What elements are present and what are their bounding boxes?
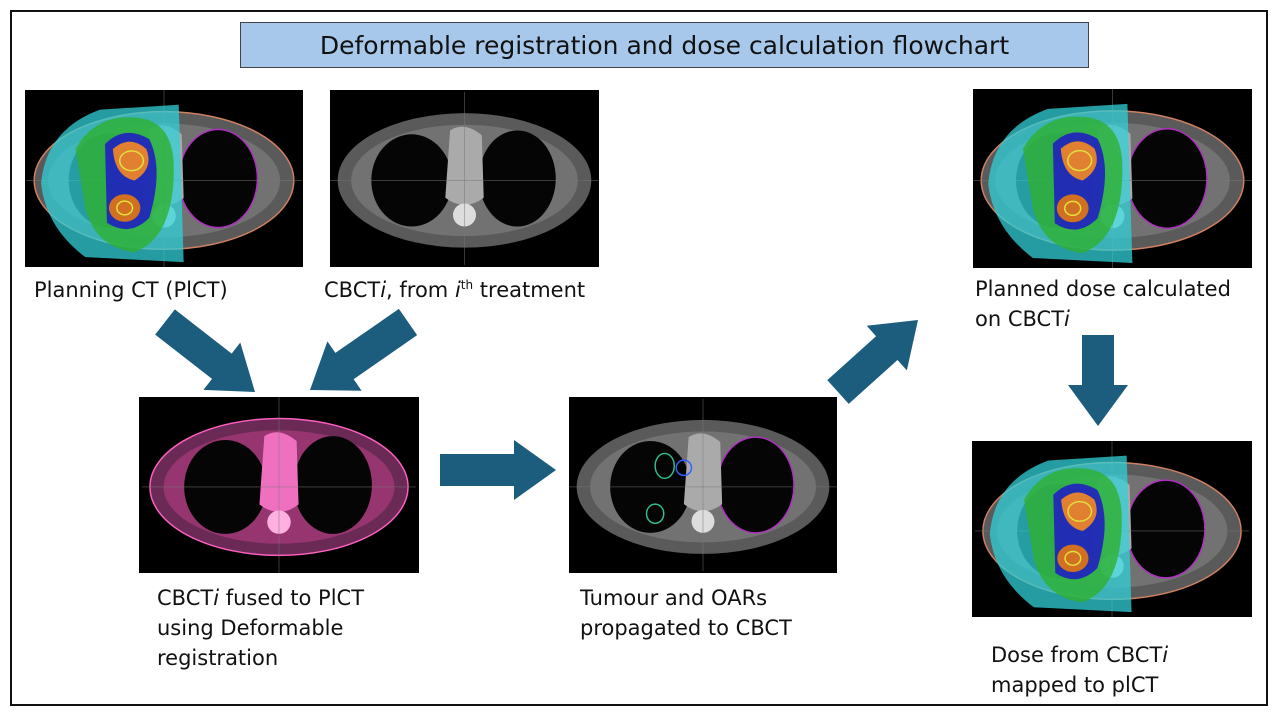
dose-overlay (988, 103, 1133, 264)
label-mapped: Dose from CBCTi mapped to plCT (991, 643, 1169, 697)
planning-ct-dose-image (25, 90, 303, 267)
planned-dose-on-cbct-image (973, 89, 1252, 268)
dose-overlay (41, 104, 184, 263)
cbct-image (330, 90, 599, 267)
arrow-propagated-to-dose (827, 320, 918, 404)
dose-overlay (989, 455, 1132, 613)
diagram-frame (10, 10, 1268, 706)
label-planning-ct: Planning CT (PlCT) (34, 278, 228, 302)
diagram-title: Deformable registration and dose calcula… (240, 22, 1089, 68)
dose-mapped-to-plct-image (972, 441, 1252, 617)
label-cbcti: CBCTi, from ith treatment (324, 278, 586, 302)
arrow-fused-to-propagated (440, 440, 556, 500)
ct-slice (330, 92, 599, 265)
label-planned-dose: Planned dose calculated on CBCTi (975, 277, 1231, 331)
ct-slice (142, 397, 416, 573)
label-fused: CBCTi fused to PlCT using Deformable regis… (157, 586, 365, 670)
label-propagated: Tumour and OARs propagated to CBCT (580, 586, 792, 640)
arrow-dose-to-mapped (1068, 335, 1128, 426)
fused-cbct-plct-image (139, 397, 419, 573)
arrow-cbct-to-fused (309, 308, 418, 391)
propagated-contours-image (569, 397, 837, 573)
arrow-plct-to-fused (155, 309, 255, 393)
